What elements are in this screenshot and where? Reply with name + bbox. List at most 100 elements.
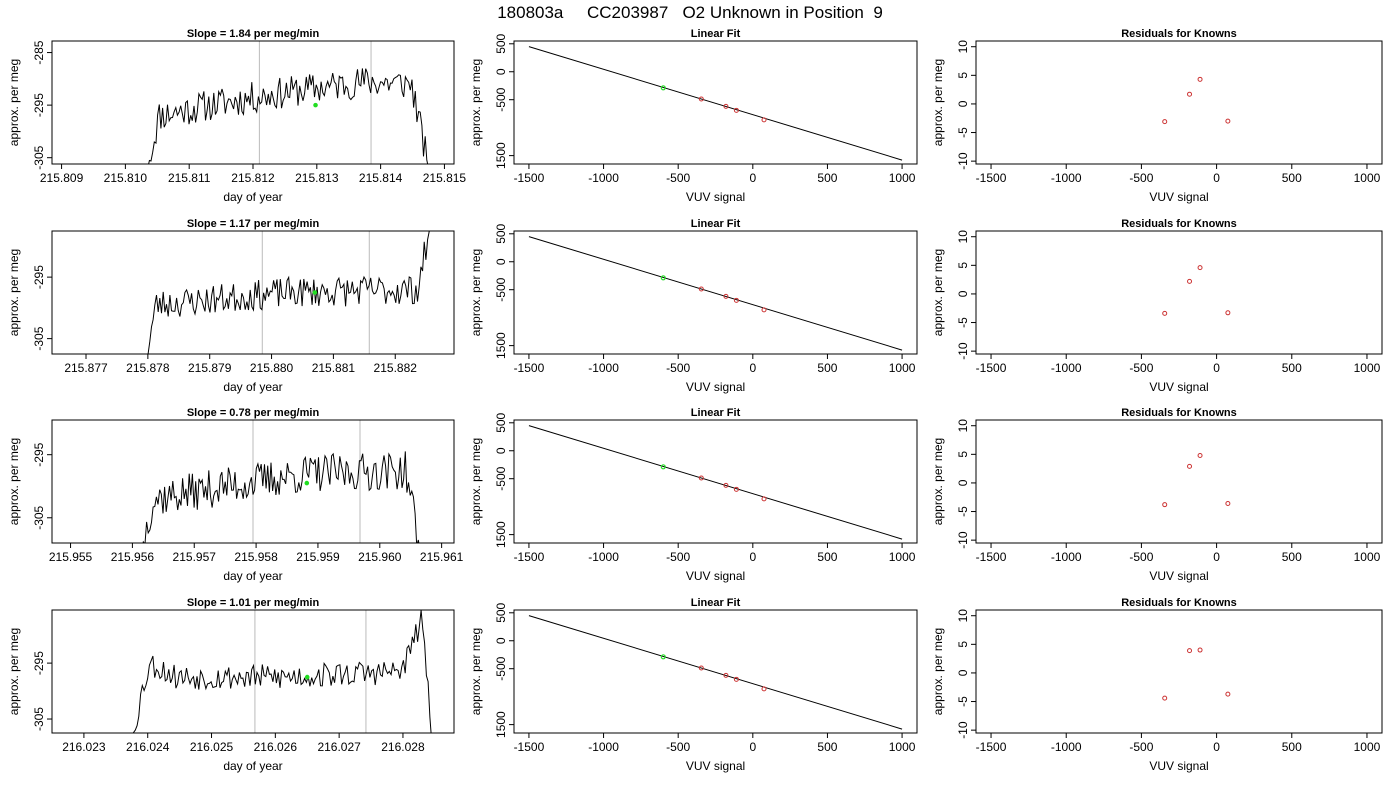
- unknown-point: [660, 85, 666, 91]
- x-tick-label: 215.882: [374, 361, 418, 375]
- y-tick-label: -500: [494, 277, 508, 301]
- x-tick-label: -1000: [1051, 361, 1082, 375]
- x-tick-label: 215.960: [358, 550, 402, 564]
- x-tick-label: 215.814: [359, 171, 403, 185]
- known-point: [733, 676, 739, 682]
- plot-data: [1162, 265, 1231, 316]
- residual-point: [1197, 76, 1203, 82]
- residual-point: [1162, 119, 1168, 125]
- x-tick-label: 1000: [1354, 740, 1381, 754]
- y-axis-label: approx. per meg: [7, 249, 21, 336]
- y-tick-label: -10: [956, 152, 970, 170]
- fit-line: [528, 46, 903, 161]
- x-tick-label: 215.815: [423, 171, 467, 185]
- panel-4-3: Residuals for Knowns -1500 -1000 -500 0 500 10…: [931, 597, 1383, 773]
- known-point: [733, 107, 739, 113]
- panel-title: Linear Fit: [691, 218, 741, 230]
- plot-data: [1162, 452, 1231, 508]
- y-tick-label: 0: [494, 258, 508, 265]
- x-tick-label: 1000: [1354, 171, 1381, 185]
- plot-frame: [513, 609, 918, 734]
- unknown-marker-point: [304, 480, 310, 486]
- x-tick-label: 1000: [1354, 361, 1381, 375]
- x-axis-label: VUV signal: [1149, 190, 1208, 204]
- residual-point: [1197, 452, 1203, 458]
- x-axis-label: VUV signal: [1149, 569, 1208, 583]
- y-tick-label: 500: [494, 33, 508, 53]
- panel-title: Residuals for Knowns: [1121, 597, 1237, 609]
- residual-point: [1197, 265, 1203, 271]
- y-tick-label: -10: [956, 342, 970, 360]
- y-axis-label: approx. per meg: [7, 59, 21, 146]
- fit-line: [528, 615, 903, 730]
- page-title: 180803a CC203987 O2 Unknown in Position …: [497, 3, 883, 22]
- y-tick-label: -305: [32, 505, 46, 529]
- panel-title: Residuals for Knowns: [1121, 218, 1237, 230]
- panel-title: Slope = 1.17 per meg/min: [187, 218, 320, 230]
- y-tick-label: -295: [32, 93, 46, 117]
- residual-point: [1225, 691, 1231, 697]
- y-tick-label: -500: [494, 87, 508, 111]
- unknown-marker-point: [313, 102, 318, 108]
- y-tick-label: 5: [956, 641, 970, 648]
- y-axis-label: approx. per meg: [469, 438, 483, 525]
- plot-data: [1162, 647, 1231, 701]
- y-axis-label: approx. per meg: [469, 628, 483, 715]
- x-tick-label: -1500: [514, 550, 545, 564]
- x-tick-label: 0: [749, 740, 756, 754]
- x-tick-label: -1500: [976, 171, 1007, 185]
- plot-data: [146, 231, 430, 354]
- x-tick-label: -1500: [976, 740, 1007, 754]
- y-tick-label: -305: [32, 145, 46, 169]
- x-tick-label: 215.959: [296, 550, 340, 564]
- panel-title: Slope = 0.78 per meg/min: [187, 407, 320, 419]
- signal-trace-line: [132, 610, 432, 733]
- plot-data: [142, 420, 420, 543]
- known-point: [698, 96, 704, 102]
- y-tick-label: -295: [32, 651, 46, 675]
- x-axis-label: VUV signal: [686, 569, 745, 583]
- y-tick-label: 0: [494, 637, 508, 644]
- x-tick-label: 0: [1213, 361, 1220, 375]
- x-tick-label: 215.811: [168, 171, 211, 185]
- x-tick-label: -1500: [976, 361, 1007, 375]
- known-point: [723, 672, 729, 678]
- known-point: [761, 686, 767, 692]
- y-tick-label: 0: [956, 100, 970, 107]
- x-tick-label: 0: [749, 361, 756, 375]
- known-point: [761, 307, 767, 313]
- panel-title: Slope = 1.01 per meg/min: [187, 597, 320, 609]
- y-tick-label: 5: [956, 72, 970, 79]
- known-point: [733, 297, 739, 303]
- x-tick-label: -1000: [1051, 740, 1082, 754]
- y-tick-label: 500: [494, 412, 508, 432]
- y-tick-label: 500: [494, 223, 508, 243]
- x-axis-label: VUV signal: [686, 190, 745, 204]
- plot-data: [528, 615, 903, 730]
- x-tick-label: 1000: [889, 550, 916, 564]
- y-tick-label: 0: [956, 479, 970, 486]
- x-tick-label: 216.027: [317, 740, 361, 754]
- panel-3-3: Residuals for Knowns -1500 -1000 -500 0 500 10…: [931, 407, 1383, 583]
- x-tick-label: 215.955: [49, 550, 93, 564]
- panel-4-1: Slope = 1.01 per meg/min 216.023 216.024 21…: [7, 597, 455, 773]
- signal-trace-line: [142, 451, 420, 543]
- y-tick-label: 1500: [494, 711, 508, 738]
- y-axis-label: approx. per meg: [931, 249, 945, 336]
- plot-frame: [513, 40, 918, 165]
- x-tick-label: -1000: [588, 740, 619, 754]
- panel-title: Residuals for Knowns: [1121, 28, 1237, 40]
- x-tick-label: 215.809: [40, 171, 84, 185]
- x-tick-label: -500: [1129, 740, 1153, 754]
- plot-frame: [51, 230, 455, 355]
- panel-4-2: Linear Fit -1500 -1000 -500 0 500 1000 1500 -500…: [469, 597, 918, 773]
- fit-line: [528, 425, 903, 540]
- fit-line: [528, 236, 903, 351]
- x-tick-label: 0: [749, 550, 756, 564]
- x-tick-label: -1500: [514, 171, 545, 185]
- plot-data: [1162, 76, 1231, 125]
- known-point: [723, 293, 729, 299]
- y-tick-label: 1500: [494, 521, 508, 548]
- residual-point: [1187, 91, 1193, 97]
